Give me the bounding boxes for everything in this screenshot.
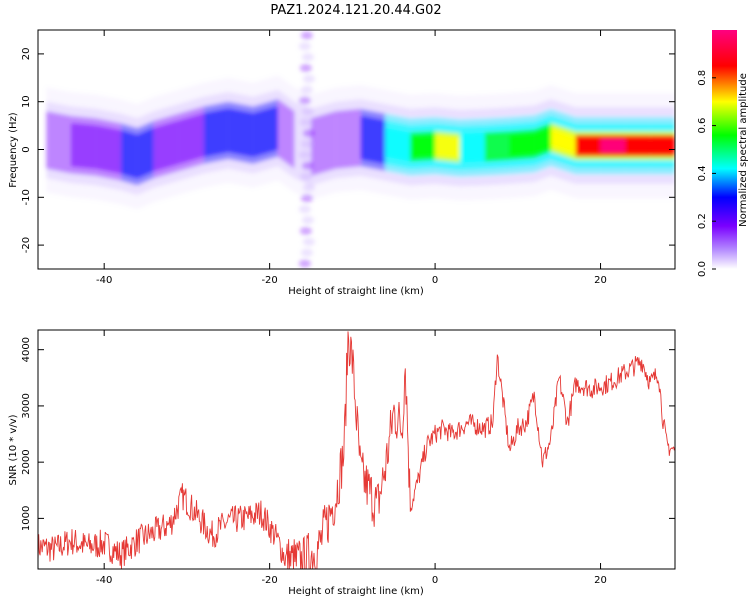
spectrogram-cell	[360, 116, 386, 164]
spectrogram-cell	[95, 125, 121, 174]
spectrogram-speckle	[301, 53, 314, 62]
spectrogram-speckle	[300, 85, 313, 94]
spectrogram-cell	[509, 133, 535, 157]
spectrogram-speckle	[299, 226, 312, 235]
y-tick-label: 0	[21, 146, 32, 152]
spectrogram-cell	[600, 138, 626, 153]
colorbar-gradient	[712, 30, 737, 269]
spectrogram-cell	[385, 127, 411, 162]
spectrogram-speckle	[300, 194, 313, 203]
spectrogram-cell	[410, 135, 436, 158]
spectrogram-cell	[459, 132, 485, 163]
spectrogram-speckle	[302, 129, 315, 138]
y-tick-label: 4000	[21, 337, 32, 362]
spectrogram-cell	[650, 138, 675, 153]
spectrogram-speckle	[301, 107, 314, 116]
snr-series-line	[38, 331, 675, 569]
colorbar-tick-label: 0.8	[697, 70, 708, 86]
spectrogram-heatmap	[46, 31, 675, 268]
spectrogram-cell	[46, 111, 72, 174]
y-tick-label: 1000	[21, 506, 32, 531]
snr-ticks: -40 -20 0 20 1000 2000 3000 4000	[21, 330, 675, 586]
y-tick-label: 10	[21, 95, 32, 108]
y-tick-label: -20	[21, 237, 32, 253]
x-tick-label: 20	[594, 575, 607, 586]
figure-title: PAZ1.2024.121.20.44.G02	[270, 3, 441, 18]
spectrogram-speckle	[298, 205, 311, 214]
spectrogram-speckle	[298, 259, 311, 268]
spectrogram-speckle	[302, 237, 315, 246]
spectrogram-cell	[228, 108, 254, 157]
spectrogram-cell	[575, 138, 601, 153]
snr-frame	[37, 329, 676, 570]
spectrogram-speckle	[298, 42, 311, 51]
x-tick-label: -20	[261, 275, 277, 286]
y-tick-label: -10	[21, 189, 32, 205]
colorbar-tick-label: 0.0	[697, 261, 708, 277]
spectrogram-cell	[203, 108, 229, 157]
x-tick-label: 0	[432, 275, 438, 286]
spectrogram-cell	[120, 130, 138, 179]
snr-plot	[38, 331, 675, 569]
spectrogram-x-label: Height of straight line (km)	[288, 286, 424, 297]
spectrogram-speckle	[302, 74, 315, 83]
spectrogram-cell	[178, 113, 204, 164]
x-tick-label: 20	[594, 275, 607, 286]
snr-y-label: SNR (10 * v/v)	[8, 414, 19, 485]
spectrogram-panel: -40 -20 0 20 -20 -10 0 10 20 Height of straight …	[8, 29, 676, 297]
spectrogram-cell	[71, 123, 96, 169]
spectrogram-speckle	[298, 96, 311, 105]
spectrogram-cell	[435, 135, 460, 159]
x-tick-label: 0	[432, 575, 438, 586]
spectrogram-speckle	[300, 31, 313, 40]
snr-x-label: Height of straight line (km)	[288, 586, 424, 597]
colorbar-label: Normalized spectral amplitude	[738, 73, 749, 227]
spectrogram-cell	[153, 120, 179, 172]
spectrogram-cell	[253, 106, 278, 157]
spectrogram-speckle	[300, 140, 313, 149]
spectrogram-cell	[311, 111, 336, 176]
y-tick-label: 3000	[21, 393, 32, 418]
spectrogram-speckle	[299, 118, 312, 127]
colorbar-ticks: 0.0 0.2 0.4 0.6 0.8	[697, 70, 716, 277]
spectrogram-speckle	[301, 216, 314, 225]
colorbar: 0.0 0.2 0.4 0.6 0.8 Normalized spectral ampl…	[697, 30, 749, 277]
spectrogram-cell	[335, 108, 361, 169]
y-tick-label: 20	[21, 48, 32, 61]
spectrogram-y-label: Frequency (Hz)	[8, 112, 19, 188]
colorbar-tick-label: 0.4	[697, 165, 708, 181]
spectrogram-ticks: -40 -20 0 20 -20 -10 0 10 20	[21, 30, 675, 286]
snr-panel: -40 -20 0 20 1000 2000 3000 4000 Height of stra…	[8, 329, 676, 597]
x-tick-label: -20	[261, 575, 277, 586]
spectrogram-cell	[277, 99, 295, 169]
spectrogram-cell	[137, 127, 154, 179]
spectrogram-cell	[625, 138, 651, 153]
colorbar-tick-label: 0.6	[697, 118, 708, 134]
spectrogram-cell	[550, 130, 576, 153]
y-tick-label: 2000	[21, 449, 32, 474]
x-tick-label: -40	[96, 575, 112, 586]
spectrogram-cell	[534, 127, 551, 155]
spectrogram-speckle	[300, 248, 313, 257]
x-tick-label: -40	[96, 275, 112, 286]
spectrogram-cell	[484, 131, 510, 162]
spectrogram-speckle	[299, 64, 312, 73]
spectrogram-speckle	[302, 183, 315, 192]
spectrogram-ridge	[46, 31, 675, 268]
colorbar-tick-label: 0.2	[697, 213, 708, 229]
spectrogram-speckle	[299, 172, 312, 181]
spectrogram-speckle	[298, 150, 311, 159]
spectrogram-speckle	[301, 161, 314, 170]
